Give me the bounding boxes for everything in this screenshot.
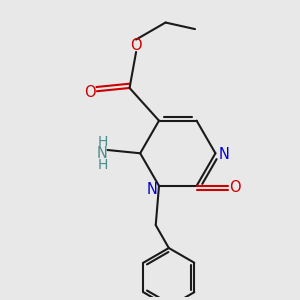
Text: N: N [97,146,108,160]
Text: N: N [218,147,229,162]
Text: H: H [98,135,108,149]
Text: O: O [130,38,142,53]
Text: N: N [146,182,157,197]
Text: H: H [98,158,108,172]
Text: O: O [229,180,241,195]
Text: O: O [84,85,95,100]
